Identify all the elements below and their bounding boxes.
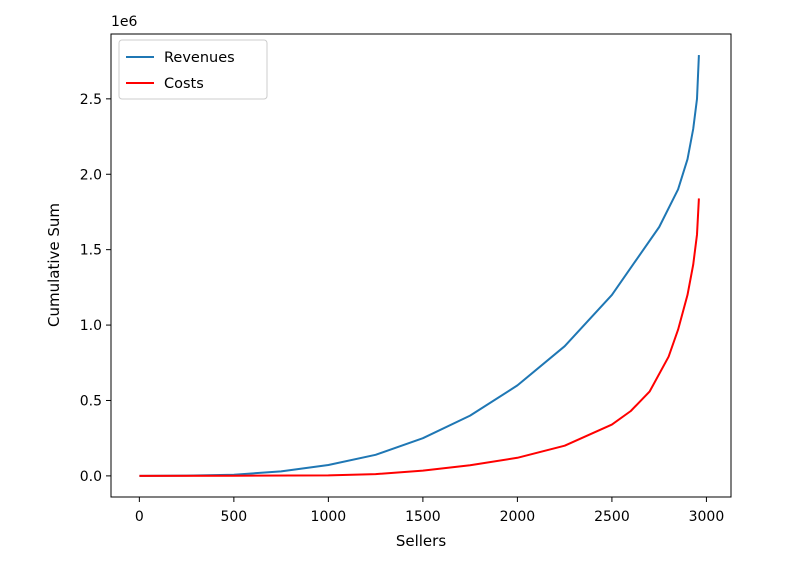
- series-line-costs: [139, 198, 700, 477]
- x-tick-label: 1000: [311, 509, 347, 525]
- y-tick-label: 2.5: [80, 92, 102, 108]
- x-axis: 0 500 1000 1500 2000 2500 3000: [135, 497, 724, 525]
- legend: Revenues Costs: [118, 39, 268, 100]
- y-tick-label: 2.0: [80, 167, 102, 183]
- x-tick-label: 2000: [500, 509, 536, 525]
- legend-label-costs: Costs: [164, 76, 204, 92]
- y-tick-label: 0.0: [80, 469, 102, 485]
- x-tick-label: 3000: [689, 509, 725, 525]
- x-tick-label: 500: [220, 509, 247, 525]
- x-tick-label: 0: [135, 509, 144, 525]
- plot-background: [111, 34, 731, 497]
- y-tick-label: 1.0: [80, 318, 102, 334]
- legend-label-revenues: Revenues: [164, 50, 235, 66]
- legend-box: [118, 39, 268, 100]
- x-tick-label: 2500: [594, 509, 630, 525]
- series-layer: [139, 55, 700, 477]
- y-tick-label: 1.5: [80, 243, 102, 259]
- y-offset-label: 1e6: [111, 14, 138, 30]
- x-axis-label: Sellers: [396, 532, 446, 550]
- y-axis: 0.0 0.5 1.0 1.5 2.0 2.5: [80, 92, 111, 485]
- series-line-revenues: [139, 55, 700, 477]
- plot-frame: [110, 33, 732, 498]
- y-tick-label: 0.5: [80, 393, 102, 409]
- y-axis-label: Cumulative Sum: [45, 203, 63, 327]
- x-tick-label: 1500: [405, 509, 441, 525]
